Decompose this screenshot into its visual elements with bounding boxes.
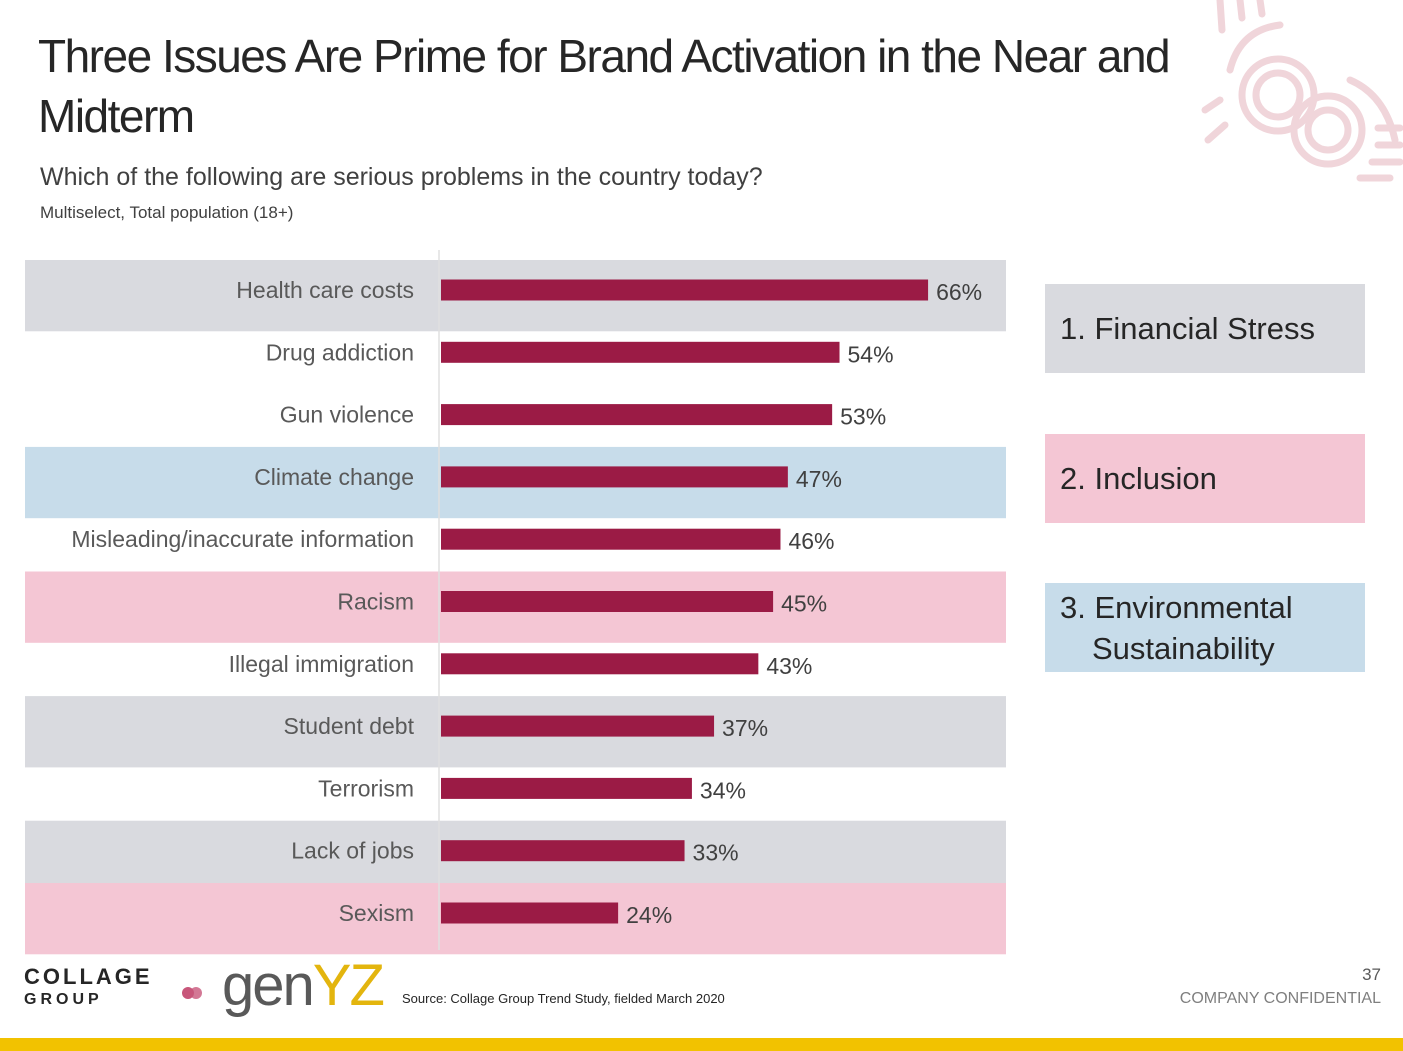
- value-label: 46%: [788, 528, 834, 554]
- category-label: Terrorism: [318, 775, 414, 801]
- genyz-gen: gen: [222, 953, 315, 1018]
- category-label: Lack of jobs: [291, 838, 414, 864]
- bar: [441, 902, 619, 924]
- bar: [441, 279, 929, 301]
- value-label: 43%: [766, 653, 812, 679]
- page-number: 37: [1362, 965, 1381, 984]
- value-label: 53%: [840, 404, 886, 430]
- category-label: Racism: [337, 589, 414, 615]
- value-label: 34%: [700, 777, 746, 803]
- survey-note: Multiselect, Total population (18+): [40, 203, 294, 222]
- value-label: 66%: [936, 279, 982, 305]
- bar: [441, 466, 788, 488]
- bottom-accent-bar: [0, 1038, 1403, 1051]
- category-label: Climate change: [254, 464, 414, 490]
- bar: [441, 653, 759, 675]
- value-label: 45%: [781, 591, 827, 617]
- bar: [441, 591, 774, 612]
- bar-chart: Health care costs 66% Drug addiction 54% Gun…: [25, 250, 1006, 955]
- bar: [441, 528, 781, 550]
- bar: [441, 404, 833, 426]
- category-label: Gun violence: [280, 402, 414, 428]
- theme-label: 3. Environmental: [1060, 589, 1293, 625]
- theme-box: 3. Environmental Sustainability: [1045, 583, 1365, 672]
- value-label: 47%: [796, 466, 842, 492]
- page-title: Three Issues Are Prime for Brand Activat…: [38, 30, 1171, 142]
- confidential-label: COMPANY CONFIDENTIAL: [1179, 990, 1381, 1007]
- theme-label: 2. Inclusion: [1060, 461, 1217, 496]
- bar: [441, 341, 840, 363]
- bar: [441, 715, 715, 737]
- theme-label: 1. Financial Stress: [1060, 311, 1315, 346]
- brand-mark-icon: [182, 987, 202, 999]
- category-label: Drug addiction: [266, 339, 414, 365]
- bar: [441, 777, 692, 799]
- value-label: 33%: [693, 840, 739, 866]
- value-label: 24%: [626, 902, 672, 928]
- logo-line1: COLLAGE: [24, 964, 153, 989]
- category-label: Misleading/inaccurate information: [71, 526, 414, 552]
- decorative-pattern-icon: [1201, 0, 1403, 182]
- category-label: Health care costs: [236, 277, 414, 303]
- category-label: Student debt: [284, 713, 415, 739]
- value-label: 54%: [848, 341, 894, 367]
- theme-label-line2: Sustainability: [1092, 630, 1275, 666]
- category-label: Illegal immigration: [229, 651, 414, 677]
- category-label: Sexism: [339, 900, 414, 926]
- value-label: 37%: [722, 715, 768, 741]
- genyz-logo: genYZ: [222, 952, 385, 1019]
- collage-group-logo: COLLAGE GROUP: [24, 965, 153, 1011]
- theme-box: 1. Financial Stress: [1045, 284, 1365, 373]
- bar: [441, 840, 685, 862]
- survey-question: Which of the following are serious probl…: [40, 163, 763, 191]
- theme-box: 2. Inclusion: [1045, 434, 1365, 523]
- source-note: Source: Collage Group Trend Study, field…: [402, 991, 725, 1006]
- genyz-yz: YZ: [312, 953, 385, 1018]
- logo-line2: GROUP: [24, 991, 103, 1008]
